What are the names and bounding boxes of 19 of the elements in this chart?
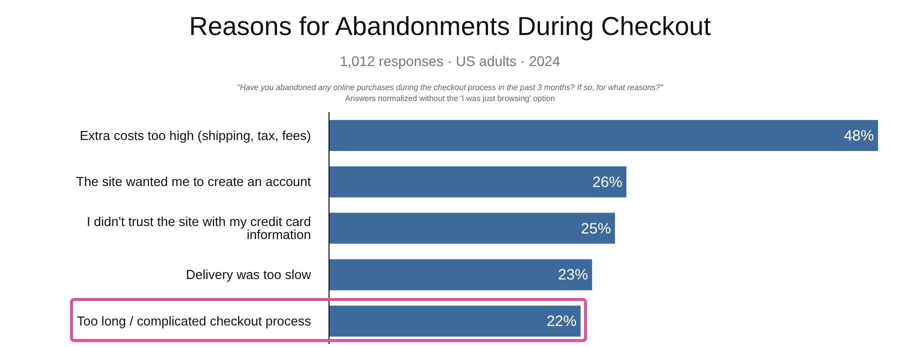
chart-subtitle: 1,012 responses · US adults · 2024 bbox=[338, 52, 562, 70]
y-tick-label: The site wanted me to create an account bbox=[76, 174, 312, 190]
data-label: 26% bbox=[592, 174, 622, 191]
y-tick-label: Too long / complicated checkout process bbox=[76, 313, 312, 328]
text: Answers normalized without the 'I was just browsing' option bbox=[344, 93, 556, 104]
y-tick-label: Delivery was too slow bbox=[186, 267, 312, 282]
data-label: 25% bbox=[580, 220, 611, 238]
data-label: 48% bbox=[844, 128, 874, 144]
bar bbox=[329, 120, 878, 151]
y-tick-label: I didn't trust the site with my credit card information bbox=[86, 214, 311, 242]
text: "Have you abandoned any online purchases during the checkout process in the past 3 months? If so, for what reasons?" bbox=[236, 82, 664, 93]
bar bbox=[329, 259, 592, 290]
bar bbox=[329, 166, 626, 198]
bar bbox=[329, 212, 615, 244]
bar bbox=[329, 306, 581, 337]
y-tick-label: Extra costs too high (shipping, tax, fees) bbox=[80, 128, 311, 143]
chart-title: Reasons for Abandonments During Checkout bbox=[188, 10, 712, 42]
data-label: 23% bbox=[558, 266, 588, 284]
data-label: 22% bbox=[546, 313, 577, 330]
